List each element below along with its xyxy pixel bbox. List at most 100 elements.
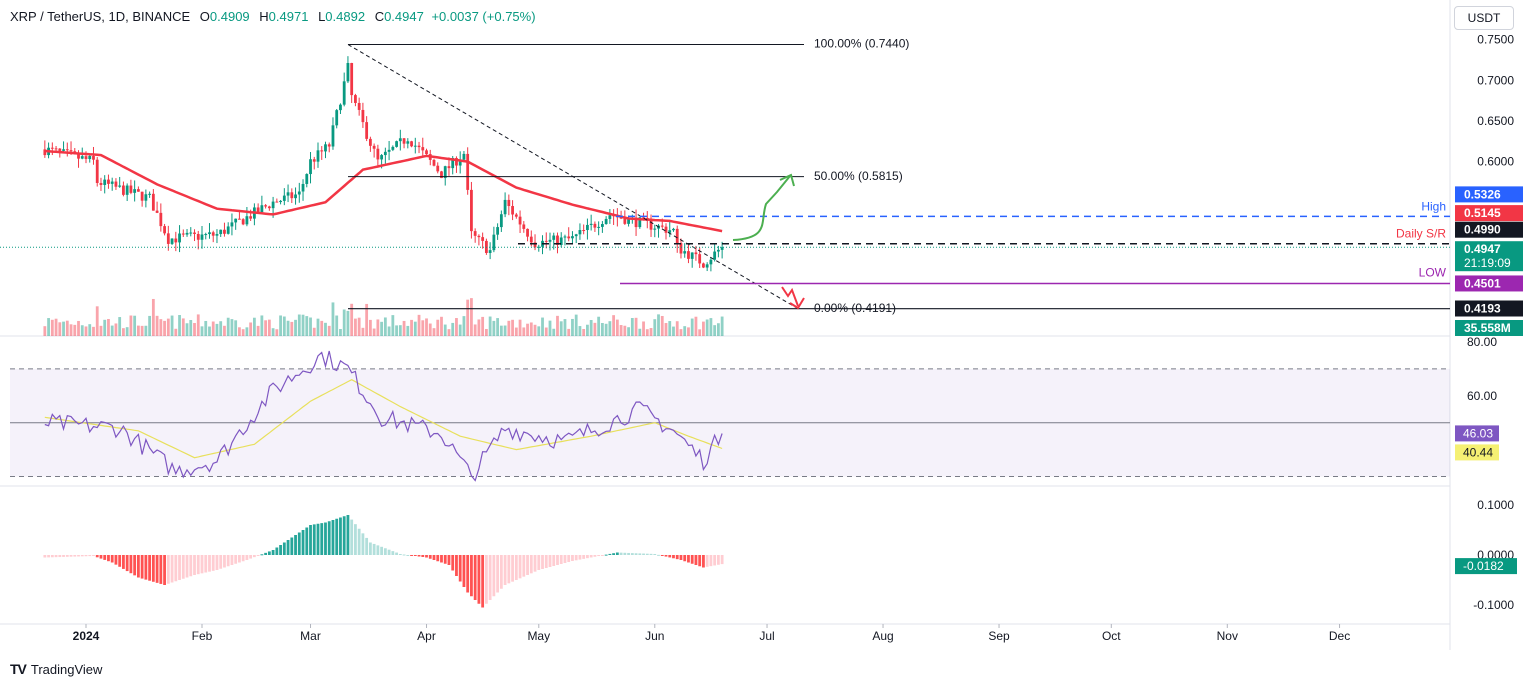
volume-bar	[215, 323, 219, 336]
candle-body	[234, 218, 238, 223]
candle-body	[451, 158, 455, 169]
macd-bar	[103, 555, 107, 560]
candle-body	[664, 226, 668, 233]
volume-bar	[421, 320, 425, 336]
rsi-axis[interactable]: 80.00 60.00 46.03 40.44	[1455, 335, 1499, 461]
volume-bar	[170, 315, 174, 336]
macd-bar	[492, 555, 496, 597]
macd-bar	[309, 525, 312, 555]
macd-bar	[193, 555, 196, 575]
volume-bar	[571, 318, 574, 336]
candle-body	[275, 201, 279, 203]
macd-bar	[597, 555, 601, 557]
macd-bar	[413, 555, 417, 556]
candle-body	[649, 220, 653, 230]
symbol-header[interactable]: XRP / TetherUS, 1D, BINANCE O0.4909 H0.4…	[10, 9, 536, 24]
macd-bar	[574, 555, 578, 561]
volume-bar	[368, 319, 372, 336]
volume-bar	[615, 319, 619, 336]
volume-bar	[140, 325, 144, 336]
macd-bar	[709, 555, 713, 567]
candle-body	[65, 149, 69, 151]
low-value: 0.4892	[325, 9, 366, 24]
macd-bar	[421, 555, 425, 557]
volume-bar	[249, 322, 253, 336]
macd-bar	[372, 543, 376, 555]
volume-bar	[582, 328, 586, 336]
currency-button[interactable]: USDT	[1454, 6, 1514, 30]
volume-bar	[110, 325, 114, 336]
volume-bar	[223, 325, 226, 336]
candle-body	[62, 149, 65, 151]
candle-body	[290, 192, 294, 199]
volume-bar	[563, 319, 567, 336]
volume-bar	[226, 317, 230, 336]
candle-body	[443, 166, 447, 179]
macd-bar	[664, 555, 668, 557]
close-value: 0.4947	[384, 9, 424, 24]
rsi-ma-line	[44, 379, 723, 459]
candle-body	[600, 224, 604, 227]
volume-bar	[174, 328, 178, 336]
macd-bar	[571, 555, 574, 561]
candle-body	[294, 194, 297, 199]
macd-bar	[507, 555, 511, 584]
volume-bar	[413, 321, 417, 336]
macd-bar	[312, 524, 316, 555]
macd-bar	[612, 553, 616, 555]
candle-body	[417, 145, 421, 148]
candle-body	[346, 62, 350, 82]
candle-body	[241, 219, 245, 225]
volume-bar	[155, 315, 159, 336]
candle-body	[447, 166, 451, 169]
macd-bar	[694, 555, 698, 565]
macd-bar	[615, 552, 619, 555]
volume-bar	[496, 318, 500, 336]
candlesticks	[43, 56, 724, 272]
volume-bar	[406, 325, 410, 336]
volume-bars	[43, 298, 724, 336]
volume-bar	[713, 325, 717, 336]
macd-bar	[455, 555, 458, 576]
macd-bar	[88, 555, 92, 557]
volume-bar	[593, 322, 597, 336]
candle-body	[264, 205, 268, 207]
candle-body	[421, 147, 425, 151]
macd-bar	[675, 555, 679, 560]
symbol-title[interactable]: XRP / TetherUS, 1D, BINANCE	[10, 9, 191, 24]
macd-bar	[275, 547, 279, 555]
volume-bar	[391, 315, 395, 336]
volume-bar	[537, 326, 541, 336]
volume-bar	[279, 315, 282, 336]
candle-body	[653, 228, 657, 230]
candle-body	[470, 189, 473, 232]
macd-bar	[361, 533, 365, 555]
macd-bar	[466, 555, 470, 593]
macd-bar	[252, 555, 256, 558]
candle-body	[660, 225, 664, 227]
candle-body	[387, 149, 391, 152]
volume-bar	[230, 319, 234, 336]
macd-bar	[305, 527, 309, 555]
time-tick-label: Jun	[645, 629, 664, 643]
volume-bar	[43, 326, 47, 336]
macd-bar	[649, 553, 653, 555]
macd-bar	[144, 555, 148, 580]
low-label: L	[318, 9, 326, 24]
macd-bar	[301, 530, 305, 555]
volume-bar	[518, 319, 522, 336]
macd-bar	[200, 555, 204, 574]
candle-body	[80, 156, 84, 159]
macd-bar	[653, 554, 657, 555]
tradingview-footer[interactable]: TV TradingView	[10, 661, 102, 677]
low-price-tag	[1455, 275, 1523, 292]
price-axis[interactable]: 0.7500 0.7000 0.6500 0.6000	[1477, 33, 1514, 169]
candle-body	[267, 206, 271, 209]
volume-bar	[410, 319, 413, 336]
time-axis[interactable]: 2024 Feb Mar Apr May Jun Jul Aug Sep Oct Nov Dec	[73, 624, 1351, 643]
macd-bar	[458, 555, 462, 582]
time-tick-label: Mar	[300, 629, 321, 643]
volume-bar	[129, 315, 133, 336]
